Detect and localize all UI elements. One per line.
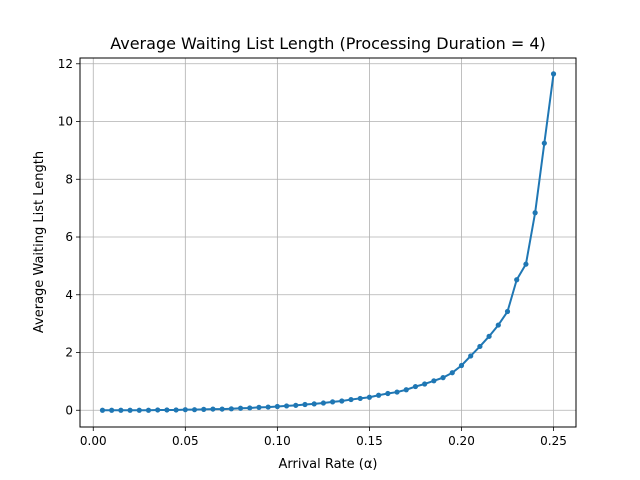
data-point (228, 406, 234, 412)
data-point (449, 370, 455, 376)
data-point (348, 396, 354, 403)
data-point (376, 392, 382, 398)
data-point (440, 375, 446, 381)
y-tick-label: 6 (65, 230, 73, 244)
y-axis-ticks: 0 2 4 6 8 10 12 (58, 57, 80, 417)
data-point (127, 407, 133, 413)
data-point (357, 395, 363, 402)
x-tick-label: 0.00 (80, 434, 107, 448)
data-point (247, 405, 253, 411)
x-tick-label: 0.05 (172, 434, 199, 448)
data-point (458, 362, 465, 369)
data-point (514, 277, 520, 283)
data-point (274, 403, 280, 410)
data-point (145, 407, 152, 413)
x-axis-ticks: 0.00 0.05 0.10 0.15 0.20 0.25 (80, 427, 567, 448)
data-point (136, 407, 142, 413)
data-point (173, 407, 179, 413)
y-tick-label: 8 (65, 172, 73, 186)
data-point (486, 333, 492, 339)
data-point (468, 353, 474, 359)
y-tick-label: 12 (58, 57, 73, 71)
x-tick-label: 0.10 (264, 434, 291, 448)
data-point (532, 210, 538, 216)
data-point (541, 140, 547, 146)
grid (80, 58, 576, 427)
data-point (283, 403, 290, 409)
data-point (412, 383, 419, 390)
x-tick-label: 0.20 (448, 434, 475, 448)
data-point (339, 398, 345, 404)
data-point (164, 407, 170, 413)
data-point (366, 394, 373, 400)
x-tick-label: 0.15 (356, 434, 383, 448)
data-point (394, 389, 400, 395)
data-point (237, 405, 244, 411)
data-point (118, 407, 124, 413)
data-point (422, 381, 428, 387)
y-tick-label: 10 (58, 115, 73, 129)
data-point (385, 390, 391, 397)
data-point (523, 261, 529, 267)
data-point (495, 322, 501, 328)
y-tick-label: 4 (65, 288, 73, 302)
data-point (155, 407, 161, 413)
data-point (403, 387, 409, 393)
data-point (210, 406, 216, 412)
data-point (99, 407, 106, 413)
y-tick-label: 2 (65, 346, 73, 360)
y-tick-label: 0 (65, 403, 73, 417)
data-point (311, 401, 317, 407)
data-point (256, 404, 262, 410)
data-point (320, 400, 326, 406)
plot-frame (79, 57, 577, 428)
data-point (191, 407, 198, 413)
data-point (477, 343, 483, 350)
data-point (431, 378, 437, 384)
data-point (109, 407, 115, 413)
chart-title: Average Waiting List Length (Processing … (110, 34, 546, 53)
data-point (201, 406, 207, 412)
data-point (182, 407, 188, 413)
data-point (550, 71, 557, 77)
data-point (293, 402, 299, 408)
data-point (330, 399, 336, 405)
y-axis-label: Average Waiting List Length (32, 151, 47, 333)
data-point (504, 308, 511, 315)
x-tick-label: 0.25 (540, 434, 567, 448)
data-point (219, 406, 225, 412)
data-point (302, 401, 308, 408)
data-point (265, 404, 271, 410)
series-layer (99, 71, 557, 413)
x-axis-label: Arrival Rate (α) (278, 457, 377, 472)
